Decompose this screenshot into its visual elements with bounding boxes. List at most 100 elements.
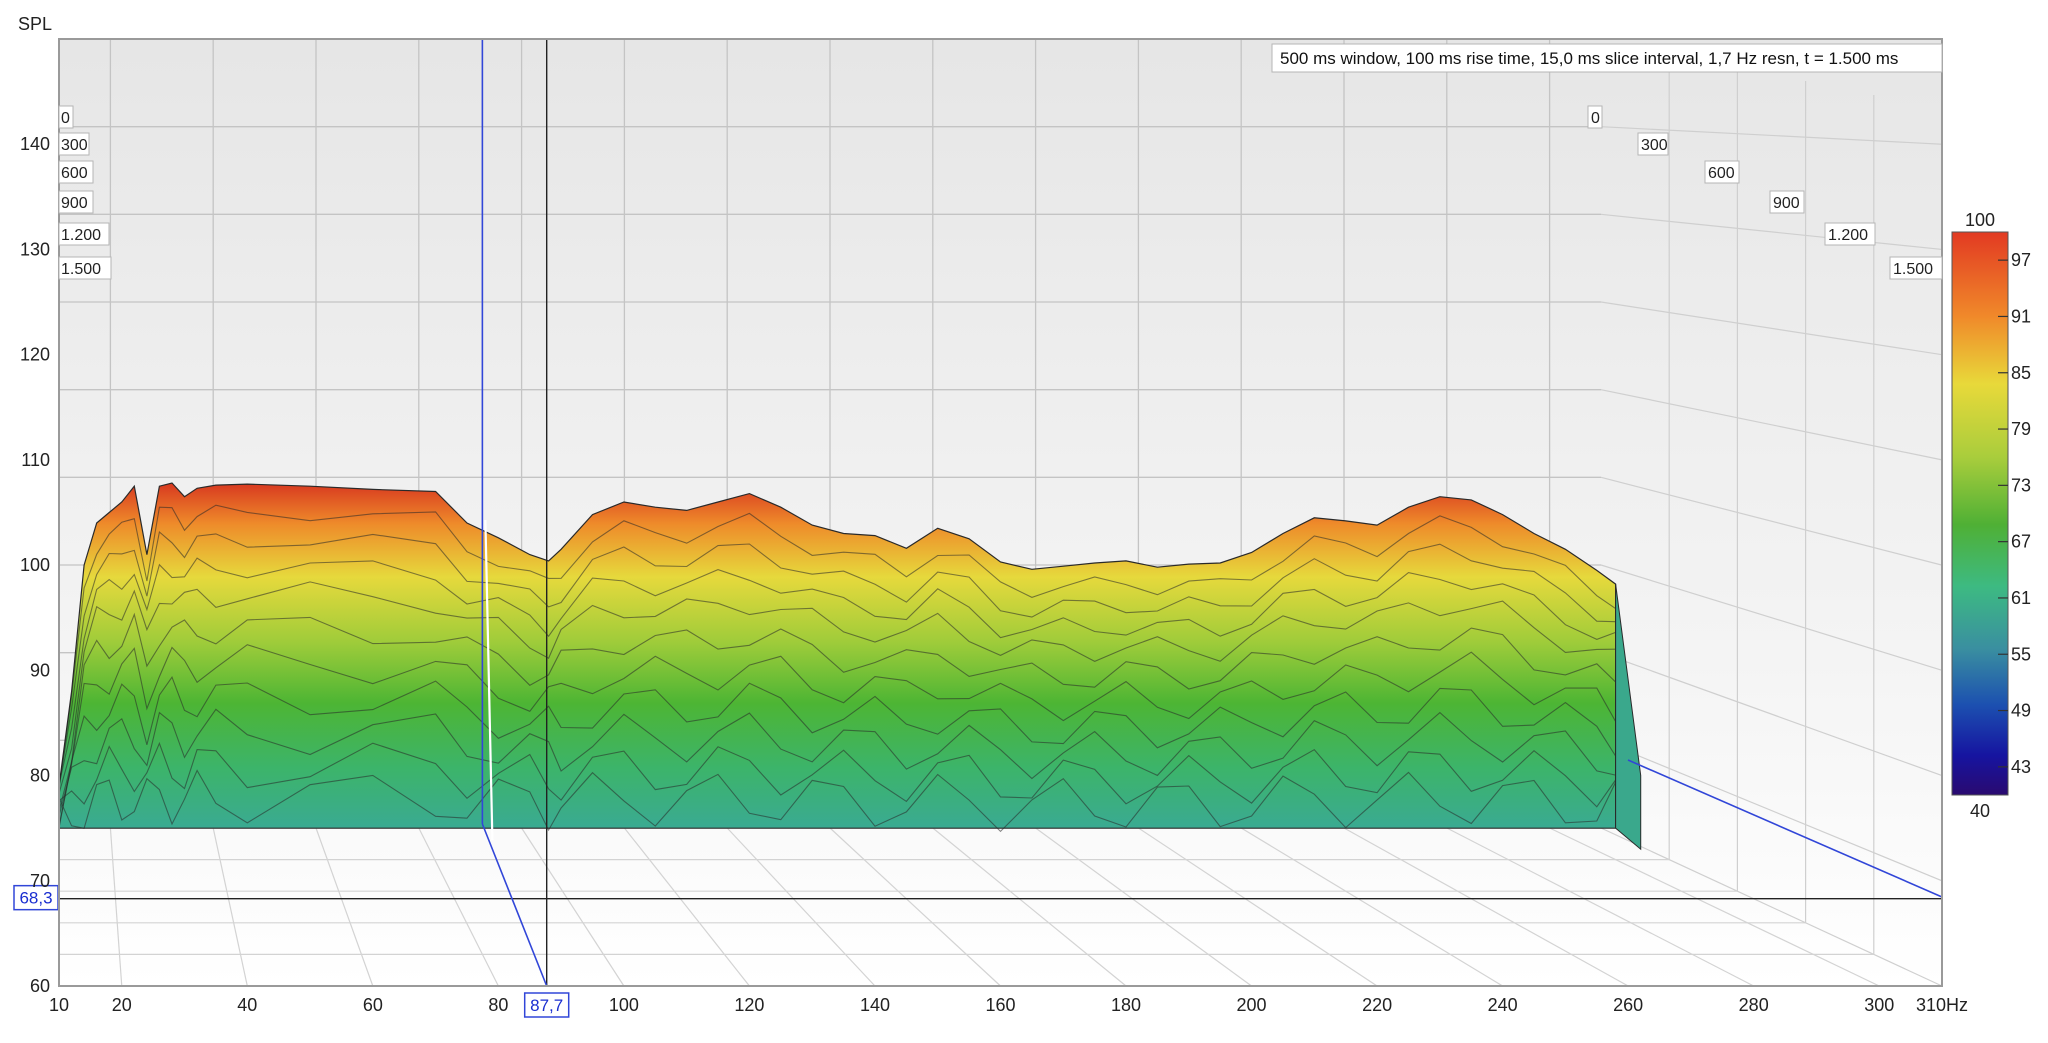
left-time-label: 900 bbox=[61, 195, 88, 212]
left-time-label: 1.500 bbox=[61, 261, 101, 278]
color-scale-tick-label: 85 bbox=[2011, 363, 2031, 383]
decay-slice-line bbox=[58, 612, 1616, 812]
y-tick-label: 60 bbox=[30, 976, 50, 996]
color-scale-tick-label: 61 bbox=[2011, 588, 2031, 608]
floor-depth-line bbox=[1549, 827, 1880, 987]
left-time-label-box bbox=[58, 160, 94, 184]
floor-depth-line bbox=[1343, 827, 1629, 987]
side-wall-line bbox=[1600, 827, 1943, 987]
left-time-label-box bbox=[58, 222, 110, 246]
side-wall-line bbox=[1600, 389, 1943, 461]
left-time-label-box bbox=[58, 256, 112, 280]
floor-depth-line bbox=[932, 827, 1127, 987]
decay-slice-line bbox=[58, 676, 1617, 829]
right-time-label: 1.200 bbox=[1828, 227, 1868, 244]
right-time-label-box bbox=[1889, 256, 1943, 280]
color-scale-tick-label: 91 bbox=[2011, 306, 2031, 326]
x-tick-label: 120 bbox=[734, 995, 764, 1015]
side-wall-line bbox=[1600, 564, 1943, 671]
cursor-slice-highlight bbox=[484, 519, 494, 841]
floor-depth-line bbox=[109, 827, 123, 987]
color-scale-tick-label: 73 bbox=[2011, 475, 2031, 495]
surface-fill bbox=[58, 482, 1617, 829]
x-tick-label: 40 bbox=[237, 995, 257, 1015]
side-wall-line bbox=[1600, 213, 1943, 251]
floor-depth-line bbox=[521, 827, 625, 987]
floor-depth-line bbox=[726, 827, 876, 987]
info-box bbox=[1271, 43, 1943, 73]
surface-right-edge bbox=[1615, 583, 1642, 851]
color-scale-min: 40 bbox=[1970, 801, 1990, 821]
x-tick-label: 180 bbox=[1111, 995, 1141, 1015]
right-time-label: 300 bbox=[1641, 137, 1668, 154]
right-time-label-box bbox=[1637, 132, 1669, 156]
color-scale-tick-label: 55 bbox=[2011, 644, 2031, 664]
left-time-label-box bbox=[58, 190, 94, 214]
left-time-label: 1.200 bbox=[61, 227, 101, 244]
x-tick-label: 80 bbox=[488, 995, 508, 1015]
color-scale-tick-label: 43 bbox=[2011, 757, 2031, 777]
right-time-label-box bbox=[1769, 190, 1805, 214]
decay-slice-line bbox=[58, 708, 1616, 817]
left-time-label-box bbox=[58, 105, 74, 129]
left-time-label: 600 bbox=[61, 165, 88, 182]
x-tick-label: 160 bbox=[985, 995, 1015, 1015]
x-tick-label: 60 bbox=[363, 995, 383, 1015]
x-tick-label: 240 bbox=[1488, 995, 1518, 1015]
left-time-label-box bbox=[58, 132, 90, 156]
right-time-label-box bbox=[1587, 105, 1603, 129]
left-time-label: 300 bbox=[61, 137, 88, 154]
right-time-label: 900 bbox=[1773, 195, 1800, 212]
cursor-x-label-box bbox=[523, 992, 570, 1018]
x-tick-label: 100 bbox=[609, 995, 639, 1015]
y-tick-label: 130 bbox=[20, 239, 50, 259]
x-tick-label: 200 bbox=[1237, 995, 1267, 1015]
decay-slice-line bbox=[58, 557, 1616, 785]
y-tick-label: 120 bbox=[20, 345, 50, 365]
waterfall-surface bbox=[58, 482, 1642, 851]
x-tick-label: 140 bbox=[860, 995, 890, 1015]
axes: SPL 60 70 80 90 100 110 120 130 140 10 20 40 60 80 100 1… bbox=[18, 14, 1968, 1015]
decay-slice-line bbox=[58, 741, 1617, 808]
right-time-label-box bbox=[1704, 160, 1740, 184]
side-wall-line bbox=[1600, 126, 1943, 145]
right-time-label: 0 bbox=[1591, 110, 1600, 127]
cursor-y-label: 68,3 bbox=[19, 889, 52, 908]
y-tick-label: 90 bbox=[30, 660, 50, 680]
plot-frame bbox=[58, 38, 1943, 987]
y-tick-label: 110 bbox=[21, 450, 50, 470]
side-wall-line bbox=[1600, 652, 1943, 777]
y-tick-label: 70 bbox=[30, 871, 50, 891]
floor-depth-line bbox=[1035, 827, 1252, 987]
y-axis-title: SPL bbox=[18, 14, 52, 34]
color-scale-tick-label: 79 bbox=[2011, 419, 2031, 439]
color-scale-bar bbox=[1951, 231, 2009, 796]
x-tick-label: 260 bbox=[1613, 995, 1643, 1015]
color-scale-max: 100 bbox=[1965, 210, 1995, 230]
color-scale-tick-label: 67 bbox=[2011, 532, 2031, 552]
y-tick-label: 140 bbox=[20, 134, 50, 154]
decay-slice-line bbox=[58, 581, 1616, 794]
y-tick-label: 100 bbox=[20, 555, 50, 575]
x-tick-label: 220 bbox=[1362, 995, 1392, 1015]
cursor-lines: 68,3 87,7 bbox=[13, 39, 1943, 1018]
floor-depth-line bbox=[315, 827, 374, 987]
decay-slice-line bbox=[58, 644, 1617, 827]
floor-depth-line bbox=[1138, 827, 1378, 987]
color-scale: 100 40 97 91 85 79 73 67 61 55 49 43 bbox=[1951, 210, 2031, 821]
right-time-label-box bbox=[1824, 222, 1876, 246]
x-tick-label: 280 bbox=[1739, 995, 1769, 1015]
decay-slice-line bbox=[58, 504, 1616, 790]
right-time-label: 600 bbox=[1708, 165, 1735, 182]
y-tick-label: 80 bbox=[30, 766, 50, 786]
floor-depth-line bbox=[829, 827, 1001, 987]
info-text: 500 ms window, 100 ms rise time, 15,0 ms… bbox=[1280, 49, 1898, 68]
x-tick-label: 20 bbox=[112, 995, 132, 1015]
floor-depth-line bbox=[623, 827, 750, 987]
side-wall-line bbox=[1600, 476, 1943, 566]
color-scale-tick-label: 97 bbox=[2011, 250, 2031, 270]
x-tick-label: 10 bbox=[49, 995, 69, 1015]
decay-slice-line bbox=[58, 530, 1616, 786]
floor-depth-line bbox=[1446, 827, 1754, 987]
